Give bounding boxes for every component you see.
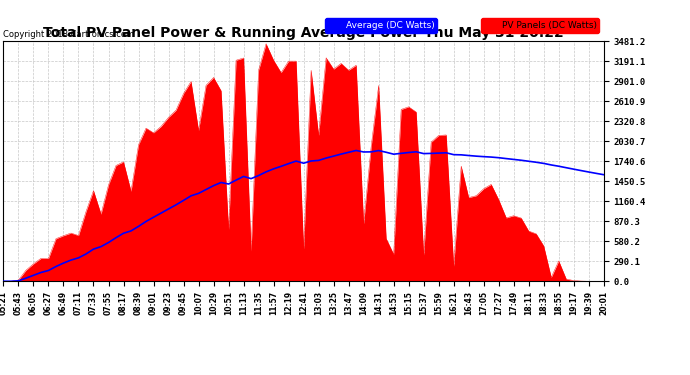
Legend: PV Panels (DC Watts): PV Panels (DC Watts) <box>481 18 599 33</box>
Text: Copyright 2018 Cartronics.com: Copyright 2018 Cartronics.com <box>3 30 135 39</box>
Title: Total PV Panel Power & Running Average Power Thu May 31 20:22: Total PV Panel Power & Running Average P… <box>43 26 564 40</box>
